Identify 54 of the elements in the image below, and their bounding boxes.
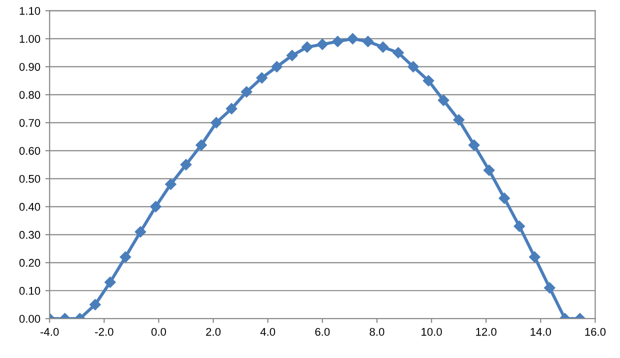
point	[362, 36, 374, 48]
y-tick-label: 0.40	[19, 202, 40, 211]
y-tick-label: 0.00	[19, 314, 40, 323]
x-tick-label: 2.0	[206, 328, 221, 336]
point	[302, 42, 313, 53]
point	[392, 47, 404, 58]
point	[210, 117, 222, 128]
point	[316, 38, 328, 50]
point	[453, 114, 464, 126]
x-tick-label: 12.0	[476, 328, 496, 336]
point	[332, 36, 344, 48]
y-tick-label: 0.60	[19, 146, 40, 155]
point	[256, 72, 268, 84]
x-tick-label: 6.0	[315, 328, 330, 336]
point	[347, 33, 358, 44]
x-tick-label: -2.0	[95, 328, 114, 336]
point	[544, 282, 556, 294]
point	[196, 139, 207, 151]
x-tick-label: 4.0	[260, 328, 276, 336]
point	[377, 42, 389, 53]
y-tick-label: 0.70	[19, 118, 40, 127]
point	[90, 299, 101, 310]
y-tick-label: 1.00	[20, 34, 40, 43]
point	[483, 164, 495, 176]
point	[240, 86, 252, 98]
x-tick-label: 8.0	[370, 328, 384, 336]
point	[438, 94, 450, 106]
point	[104, 276, 116, 288]
y-tick-label: 0.30	[19, 230, 40, 239]
x-tick-label: 0.0	[151, 328, 166, 336]
point	[120, 251, 132, 263]
x-tick-label: 10.0	[422, 328, 442, 336]
point	[529, 251, 540, 263]
point	[165, 178, 176, 190]
x-tick-label: -4.0	[40, 328, 59, 336]
x-tick-label: 14.0	[530, 328, 552, 336]
point	[498, 192, 510, 204]
point	[514, 220, 525, 232]
y-tick-label: 1.10	[20, 7, 40, 15]
point	[422, 75, 434, 86]
y-tick-label: 0.90	[19, 62, 40, 71]
point	[226, 103, 238, 114]
point	[271, 61, 282, 72]
point	[468, 139, 480, 151]
y-tick-label: 0.20	[19, 258, 40, 267]
point	[134, 226, 146, 238]
point	[286, 50, 298, 62]
point	[408, 61, 419, 72]
x-tick-label: 16.0	[585, 328, 606, 336]
y-tick-label: 0.80	[19, 90, 40, 99]
y-tick-label: 0.50	[19, 174, 40, 183]
point	[150, 201, 162, 212]
y-tick-label: 0.10	[19, 286, 40, 295]
point	[180, 159, 192, 170]
